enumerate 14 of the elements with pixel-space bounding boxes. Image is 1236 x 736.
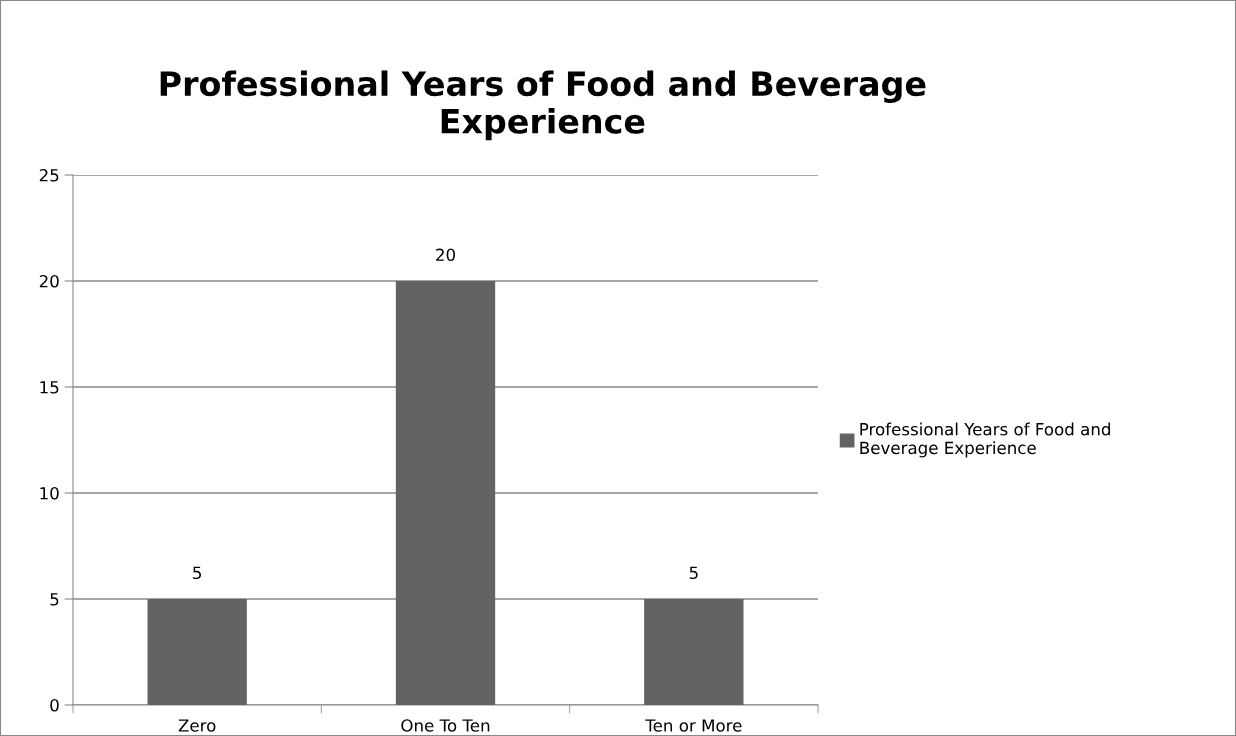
data-label: 5 (689, 566, 698, 580)
data-label: 5 (193, 566, 202, 580)
legend-label: Professional Years of Food and Beverage Experience (860, 422, 1110, 458)
y-tick-label: 0 (50, 698, 59, 712)
data-label: 20 (436, 248, 455, 262)
y-tick-label: 5 (50, 593, 59, 606)
y-tick-label: 10 (40, 486, 59, 500)
y-tick-label: 15 (40, 381, 59, 394)
chart-title: Professional Years of Food and Beverage Experience (160, 70, 926, 141)
x-tick-label: Zero (178, 719, 216, 732)
x-tick-label: Ten or More (645, 719, 742, 732)
y-tick-label: 25 (39, 168, 59, 182)
x-tick-label: One To Ten (401, 719, 490, 732)
y-tick-label: 20 (39, 274, 59, 288)
